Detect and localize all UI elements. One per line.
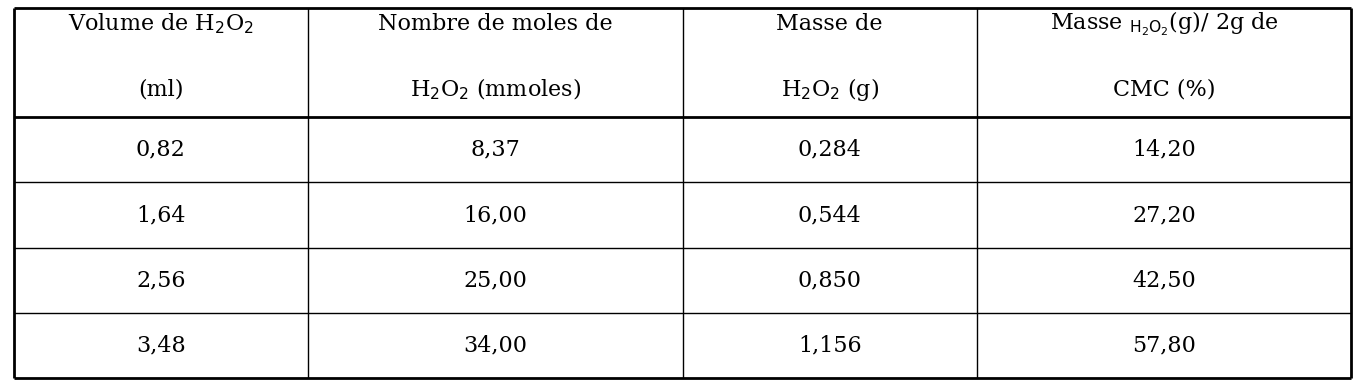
Text: Nombre de moles de: Nombre de moles de bbox=[378, 13, 613, 35]
Text: 34,00: 34,00 bbox=[463, 335, 527, 357]
Text: 1,64: 1,64 bbox=[136, 204, 186, 226]
Text: 0,544: 0,544 bbox=[797, 204, 861, 226]
Text: 57,80: 57,80 bbox=[1132, 335, 1196, 357]
Text: (ml): (ml) bbox=[138, 78, 183, 100]
Text: Masse de: Masse de bbox=[777, 13, 883, 35]
Text: 0,284: 0,284 bbox=[797, 139, 861, 161]
Text: 2,56: 2,56 bbox=[136, 269, 186, 291]
Text: H$_2$O$_2$ (g): H$_2$O$_2$ (g) bbox=[781, 76, 879, 103]
Text: H$_2$O$_2$ (mmoles): H$_2$O$_2$ (mmoles) bbox=[410, 77, 580, 102]
Text: Volume de H$_2$O$_2$: Volume de H$_2$O$_2$ bbox=[68, 12, 254, 36]
Text: 42,50: 42,50 bbox=[1132, 269, 1196, 291]
Text: 0,850: 0,850 bbox=[797, 269, 861, 291]
Text: 16,00: 16,00 bbox=[463, 204, 527, 226]
Text: 25,00: 25,00 bbox=[463, 269, 527, 291]
Text: Masse $\mathsf{_{H_2O_2}}$(g)/ 2g de: Masse $\mathsf{_{H_2O_2}}$(g)/ 2g de bbox=[1050, 10, 1279, 38]
Text: 3,48: 3,48 bbox=[136, 335, 186, 357]
Text: 14,20: 14,20 bbox=[1132, 139, 1196, 161]
Text: 8,37: 8,37 bbox=[471, 139, 520, 161]
Text: 27,20: 27,20 bbox=[1132, 204, 1196, 226]
Text: 0,82: 0,82 bbox=[136, 139, 186, 161]
Text: 1,156: 1,156 bbox=[797, 335, 861, 357]
Text: CMC (%): CMC (%) bbox=[1112, 78, 1215, 100]
